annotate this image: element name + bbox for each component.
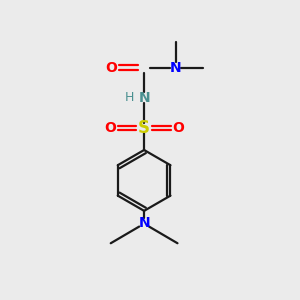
Text: O: O [172, 122, 184, 135]
Text: O: O [104, 122, 116, 135]
Text: N: N [138, 91, 150, 105]
Text: H: H [125, 92, 134, 104]
Text: N: N [138, 216, 150, 230]
Text: N: N [170, 61, 181, 75]
Text: S: S [138, 119, 150, 137]
Text: O: O [105, 61, 117, 75]
